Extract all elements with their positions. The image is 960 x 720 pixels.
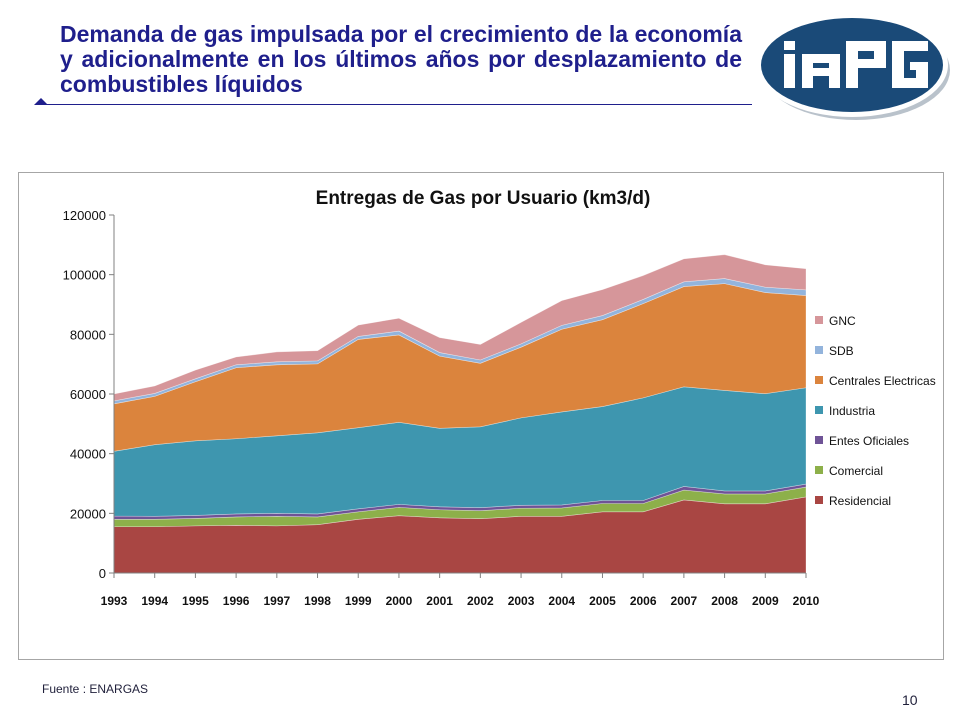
x-tick-label: 1996 — [223, 594, 250, 608]
x-tick-label: 1998 — [304, 594, 331, 608]
y-tick-label: 100000 — [63, 268, 106, 283]
page-number: 10 — [902, 692, 918, 708]
axes: 0 20000 40000 60000 80000 100000 120000 1993 199… — [63, 208, 820, 608]
x-tick-label: 2004 — [548, 594, 575, 608]
legend-swatch-residencial — [815, 496, 823, 504]
x-tick-label: 2003 — [508, 594, 535, 608]
legend-label: Residencial — [829, 494, 891, 508]
title-underline — [42, 104, 752, 105]
x-tick-label: 2000 — [386, 594, 413, 608]
x-tick-label: 1995 — [182, 594, 209, 608]
x-tick-label: 2006 — [630, 594, 657, 608]
x-tick-label: 1999 — [345, 594, 372, 608]
logo-lettering — [784, 41, 928, 88]
legend-swatch-entes-oficiales — [815, 436, 823, 444]
legend-label: SDB — [829, 344, 854, 358]
y-tick-label: 0 — [99, 566, 106, 581]
slide-title: Demanda de gas impulsada por el crecimie… — [60, 21, 742, 97]
y-tick-label: 60000 — [70, 387, 106, 402]
gas-deliveries-chart: Entregas de Gas por Usuario (km3/d) 0 200… — [63, 188, 936, 608]
legend-swatch-industria — [815, 406, 823, 414]
y-tick-label: 120000 — [63, 208, 106, 223]
x-tick-label: 2010 — [793, 594, 820, 608]
legend-label: Entes Oficiales — [829, 434, 909, 448]
x-tick-label: 1997 — [263, 594, 290, 608]
y-tick-label: 80000 — [70, 327, 106, 342]
area-gnc — [113, 254, 807, 402]
iapg-logo — [756, 13, 950, 120]
title-marker-triangle — [34, 98, 48, 105]
legend-swatch-comercial — [815, 466, 823, 474]
x-tick-label: 1993 — [101, 594, 128, 608]
legend-label: Centrales Electricas — [829, 374, 936, 388]
legend-swatch-sdb — [815, 346, 823, 354]
source-note: Fuente : ENARGAS — [42, 682, 149, 696]
legend-swatch-gnc — [815, 316, 823, 324]
y-tick-label: 20000 — [70, 506, 106, 521]
legend-label: GNC — [829, 314, 856, 328]
x-tick-label: 2005 — [589, 594, 616, 608]
x-tick-label: 2009 — [752, 594, 779, 608]
legend-swatch-centrales-electricas — [815, 376, 823, 384]
x-tick-label: 2002 — [467, 594, 494, 608]
legend: GNC SDB Centrales Electricas Industria Entes… — [815, 314, 936, 508]
x-tick-label: 2007 — [671, 594, 698, 608]
chart-title: Entregas de Gas por Usuario (km3/d) — [316, 188, 651, 209]
stacked-area-layers — [113, 254, 807, 574]
y-tick-label: 40000 — [70, 447, 106, 462]
x-tick-label: 1994 — [141, 594, 168, 608]
x-tick-label: 2001 — [426, 594, 453, 608]
legend-label: Industria — [829, 404, 875, 418]
x-tick-label: 2008 — [711, 594, 738, 608]
chart-frame: Entregas de Gas por Usuario (km3/d) 0 200… — [18, 172, 944, 660]
legend-label: Comercial — [829, 464, 883, 478]
